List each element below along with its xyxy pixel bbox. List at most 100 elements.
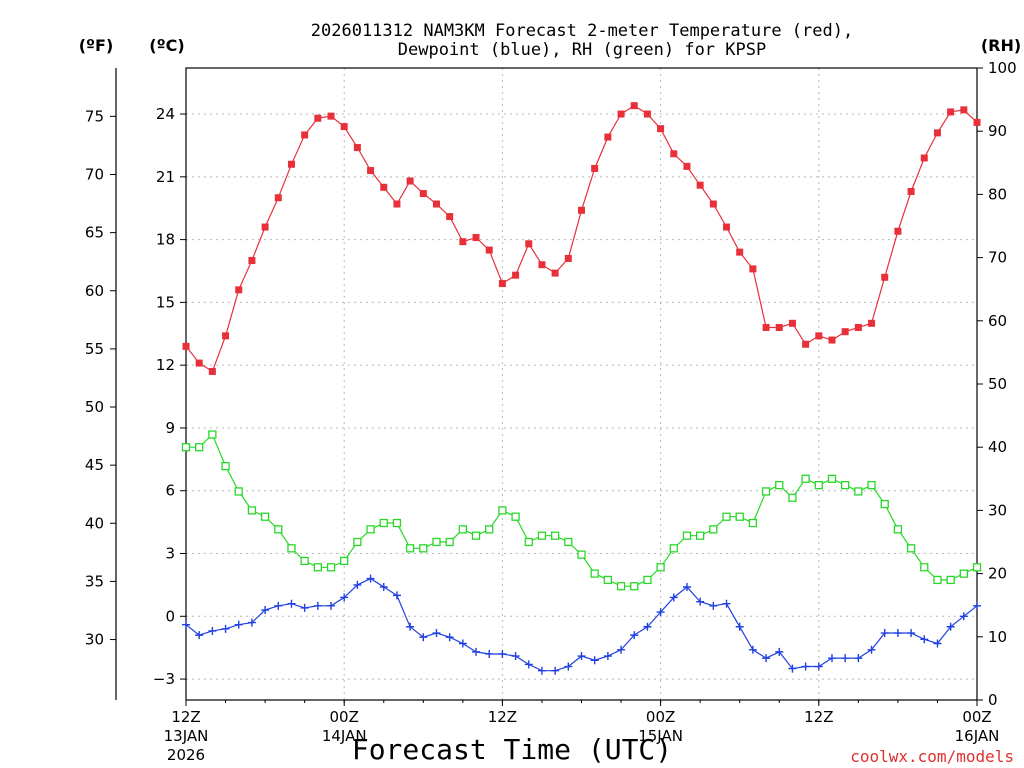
2-meter-temperature-point xyxy=(670,150,678,158)
rh-point xyxy=(933,575,942,585)
rh-tick-label: 100 xyxy=(988,59,1017,77)
rh-point xyxy=(234,487,243,496)
dewpoint-point xyxy=(880,629,889,638)
dewpoint-point xyxy=(946,622,955,631)
fahrenheit-unit-label: (ºF) xyxy=(79,36,114,55)
2-meter-temperature-point xyxy=(933,129,941,137)
rh-point xyxy=(946,575,955,585)
2-meter-temperature-point xyxy=(419,190,427,198)
2-meter-temperature-point xyxy=(868,319,876,327)
2-meter-temperature-point xyxy=(828,336,836,344)
2-meter-temperature-point xyxy=(182,342,190,350)
rh-point xyxy=(366,525,375,534)
dewpoint-point xyxy=(340,593,349,602)
rh-point xyxy=(761,487,771,496)
fahrenheit-tick-label: 35 xyxy=(85,572,104,590)
2-meter-temperature-point xyxy=(604,133,612,141)
rh-point xyxy=(867,480,876,490)
dewpoint-point xyxy=(524,660,533,669)
rh-point xyxy=(775,480,784,490)
2-meter-temperature-point xyxy=(841,328,849,336)
rh-point xyxy=(893,525,903,534)
dewpoint-point xyxy=(379,582,388,591)
dewpoint-point xyxy=(959,612,968,621)
axes xyxy=(110,67,983,706)
rh-tick-label: 60 xyxy=(988,312,1007,330)
2-meter-temperature-point xyxy=(432,200,440,208)
rh-point xyxy=(603,575,613,585)
dewpoint-point xyxy=(854,654,863,663)
2-meter-temperature-point xyxy=(960,106,968,114)
rh-point xyxy=(300,556,309,566)
2-meter-temperature-point xyxy=(591,164,599,172)
dewpoint-point xyxy=(696,597,705,606)
rh-point xyxy=(959,569,968,578)
2-meter-temperature-point xyxy=(736,248,744,256)
2-meter-temperature-point xyxy=(907,187,915,195)
rh-point xyxy=(643,575,652,585)
rh-point xyxy=(471,531,481,540)
rh-point xyxy=(458,525,468,534)
dewpoint-point xyxy=(208,626,217,635)
dewpoint-point xyxy=(564,662,573,671)
rh-point xyxy=(656,563,665,572)
dewpoint-point xyxy=(406,622,415,631)
dewpoint-point xyxy=(814,662,823,671)
dewpoint-point xyxy=(669,593,678,602)
rh-point xyxy=(906,544,916,553)
2-meter-temperature-point xyxy=(287,160,295,168)
2-meter-temperature-point xyxy=(723,223,731,231)
dewpoint-point xyxy=(274,601,283,610)
2-meter-temperature-point xyxy=(854,323,862,331)
rh-point xyxy=(972,563,982,572)
rh-point xyxy=(247,506,257,515)
rh-tick-label: 70 xyxy=(988,249,1007,267)
x-tick-label-date: 16JAN xyxy=(955,727,1000,745)
2-meter-temperature-point xyxy=(393,200,401,208)
dewpoint-point xyxy=(327,601,336,610)
2-meter-temperature-point xyxy=(894,227,902,235)
dewpoint-point xyxy=(432,629,441,638)
x-tick-label-year: 2026 xyxy=(167,746,205,764)
dewpoint-point xyxy=(551,666,560,675)
2-meter-temperature-point xyxy=(749,265,757,273)
celsius-tick-label: 15 xyxy=(156,293,175,311)
rh-point xyxy=(814,480,823,490)
tick-labels: 24211815129630−3757065605550454035301009… xyxy=(85,59,1017,764)
2-meter-temperature-point xyxy=(762,323,770,331)
rh-point xyxy=(353,537,362,547)
rh-point xyxy=(550,531,560,540)
rh-point xyxy=(326,563,336,572)
rh-point xyxy=(432,537,441,547)
rh-point xyxy=(511,512,520,521)
2-meter-temperature-point xyxy=(367,167,375,175)
2-meter-temperature-point xyxy=(947,108,955,116)
rh-point xyxy=(419,544,428,553)
dewpoint-point xyxy=(419,633,428,642)
dewpoint-point xyxy=(498,649,507,658)
2-meter-temperature-point xyxy=(881,273,889,281)
rh-point xyxy=(379,518,388,528)
dewpoint-point xyxy=(656,608,665,617)
2-meter-temperature-point xyxy=(498,280,506,288)
2-meter-temperature-point xyxy=(538,261,546,269)
rh-tick-label: 10 xyxy=(988,628,1007,646)
rh-point xyxy=(405,544,415,553)
rh-point xyxy=(854,487,863,496)
dewpoint-point xyxy=(392,591,401,600)
2-meter-temperature-point xyxy=(696,181,704,189)
2-meter-temperature-point xyxy=(525,240,533,248)
2-meter-temperature-point xyxy=(406,177,414,185)
rh-point xyxy=(208,430,217,439)
celsius-tick-label: 12 xyxy=(156,356,175,374)
x-tick-label-time: 12Z xyxy=(488,708,517,726)
rh-point xyxy=(195,443,204,452)
dewpoint-point xyxy=(827,654,836,663)
2-meter-temperature-point xyxy=(248,257,256,265)
rh-point xyxy=(485,525,494,534)
dewpoint-point xyxy=(762,654,771,663)
celsius-tick-label: 24 xyxy=(156,105,175,123)
dewpoint-point xyxy=(722,599,731,608)
celsius-tick-label: 6 xyxy=(165,482,175,500)
credit-text: coolwx.com/models xyxy=(850,747,1014,766)
